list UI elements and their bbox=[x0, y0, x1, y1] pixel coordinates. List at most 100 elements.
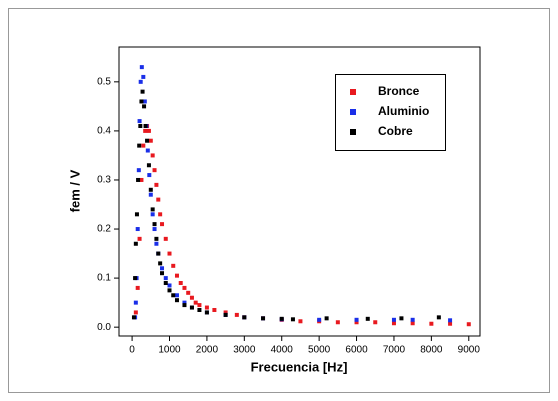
point bbox=[193, 300, 198, 305]
point bbox=[148, 138, 153, 143]
point bbox=[158, 212, 163, 217]
point bbox=[234, 312, 239, 317]
point bbox=[154, 236, 159, 241]
point bbox=[141, 143, 146, 148]
point bbox=[145, 138, 150, 143]
point bbox=[163, 276, 168, 281]
point bbox=[133, 300, 138, 305]
point bbox=[141, 74, 146, 79]
point bbox=[148, 192, 153, 197]
y-tick-label: 0.0 bbox=[97, 322, 111, 333]
point bbox=[436, 315, 441, 320]
point bbox=[298, 319, 303, 324]
point bbox=[391, 321, 396, 326]
point bbox=[152, 227, 157, 232]
point bbox=[152, 168, 157, 173]
point bbox=[135, 227, 140, 232]
point bbox=[174, 298, 179, 303]
point bbox=[139, 99, 144, 104]
x-tick-label: 4000 bbox=[271, 345, 294, 356]
point bbox=[160, 266, 165, 271]
point bbox=[178, 281, 183, 286]
point bbox=[131, 315, 136, 320]
point bbox=[261, 316, 266, 321]
point bbox=[197, 307, 202, 312]
y-axis-label: fem / V bbox=[67, 169, 82, 212]
point bbox=[399, 316, 404, 321]
legend-label: Aluminio bbox=[378, 104, 429, 118]
point bbox=[137, 236, 142, 241]
point bbox=[133, 241, 138, 246]
point bbox=[156, 251, 161, 256]
point bbox=[158, 261, 163, 266]
legend-swatch bbox=[350, 129, 356, 135]
point bbox=[148, 187, 153, 192]
point bbox=[146, 128, 151, 133]
point bbox=[466, 322, 471, 327]
point bbox=[160, 271, 165, 276]
point bbox=[145, 148, 150, 153]
point bbox=[163, 281, 168, 286]
point bbox=[167, 283, 172, 288]
point bbox=[189, 295, 194, 300]
point bbox=[354, 320, 359, 325]
frame bbox=[8, 8, 550, 393]
point bbox=[138, 79, 143, 84]
point bbox=[171, 293, 176, 298]
point bbox=[365, 316, 370, 321]
x-tick-label: 2000 bbox=[196, 345, 219, 356]
point bbox=[163, 236, 168, 241]
point bbox=[335, 320, 340, 325]
point bbox=[223, 312, 228, 317]
point bbox=[139, 65, 144, 70]
point bbox=[242, 315, 247, 320]
point bbox=[410, 321, 415, 326]
point bbox=[171, 263, 176, 268]
point bbox=[140, 89, 145, 94]
point bbox=[317, 317, 322, 322]
point bbox=[150, 207, 155, 212]
point bbox=[182, 300, 187, 305]
point bbox=[133, 276, 138, 281]
point bbox=[133, 310, 138, 315]
y-tick-label: 0.4 bbox=[97, 126, 111, 137]
point bbox=[154, 182, 159, 187]
point bbox=[150, 153, 155, 158]
point bbox=[182, 303, 187, 308]
y-tick-label: 0.2 bbox=[97, 224, 111, 235]
legend-swatch bbox=[350, 109, 356, 115]
point bbox=[324, 316, 329, 321]
point bbox=[154, 241, 159, 246]
x-tick-label: 5000 bbox=[308, 345, 331, 356]
point bbox=[410, 317, 415, 322]
y-tick-label: 0.1 bbox=[97, 273, 111, 284]
x-tick-label: 3000 bbox=[233, 345, 256, 356]
point bbox=[147, 173, 152, 178]
point bbox=[134, 212, 139, 217]
x-tick-label: 8000 bbox=[420, 345, 443, 356]
point bbox=[448, 318, 453, 323]
point bbox=[142, 99, 147, 104]
point bbox=[212, 307, 217, 312]
x-tick-label: 7000 bbox=[383, 345, 406, 356]
point bbox=[138, 123, 143, 128]
point bbox=[391, 317, 396, 322]
legend-swatch bbox=[350, 89, 356, 95]
point bbox=[136, 168, 141, 173]
point bbox=[142, 104, 147, 109]
point bbox=[186, 290, 191, 295]
y-tick-label: 0.3 bbox=[97, 175, 111, 186]
point bbox=[174, 293, 179, 298]
point bbox=[135, 285, 140, 290]
point bbox=[204, 305, 209, 310]
point bbox=[189, 305, 194, 310]
point bbox=[167, 251, 172, 256]
point bbox=[160, 222, 165, 227]
point bbox=[143, 123, 148, 128]
point bbox=[373, 320, 378, 325]
point bbox=[354, 317, 359, 322]
point bbox=[156, 197, 161, 202]
point bbox=[197, 303, 202, 308]
point bbox=[223, 310, 228, 315]
x-tick-label: 1000 bbox=[158, 345, 181, 356]
